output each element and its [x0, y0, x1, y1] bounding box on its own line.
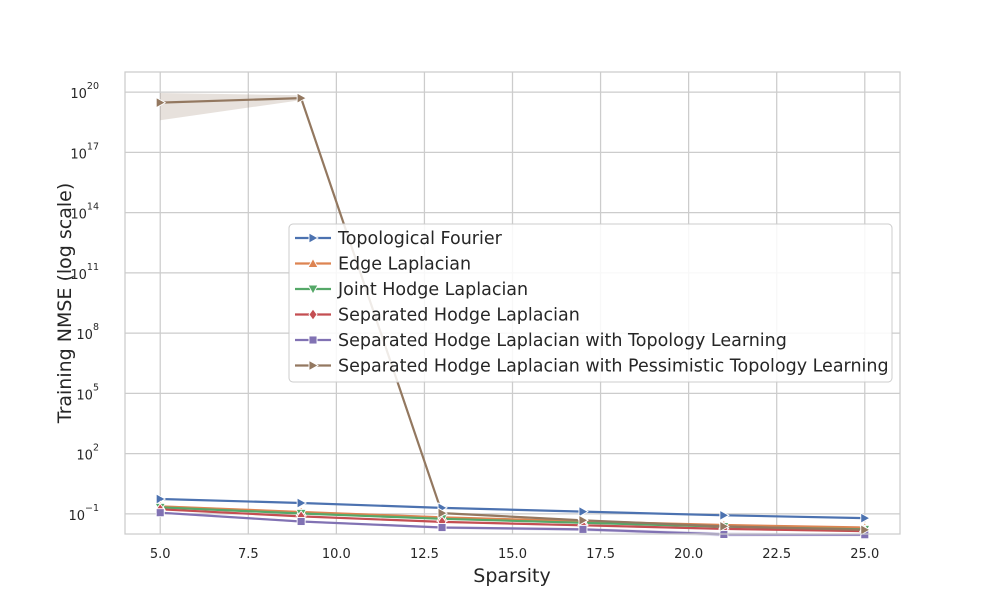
y-tick-label: 105 [76, 382, 99, 403]
legend: Topological Fourier Edge Laplacian Joint H… [288, 223, 893, 383]
data-point [437, 523, 447, 532]
data-point [296, 92, 308, 104]
y-tick-label: 102 [76, 443, 99, 464]
series-line [160, 497, 865, 520]
legend-swatch-marker [307, 257, 319, 268]
data-point [719, 509, 730, 522]
y-tick-base: 10 [70, 268, 87, 283]
legend-entry-label: Joint Hodge Laplacian [337, 280, 528, 300]
legend-box [288, 223, 893, 383]
y-tick-label: 1017 [70, 141, 99, 162]
data-point [578, 514, 589, 527]
y-tick-base: 10 [70, 208, 87, 223]
data-point [860, 524, 871, 536]
y-tick-exponent: 5 [93, 382, 99, 393]
data-point [155, 96, 167, 109]
x-tick-label: 17.5 [586, 547, 615, 562]
x-axis-label: Sparsity [473, 565, 550, 587]
y-tick-exponent: 8 [93, 322, 99, 333]
y-tick-base: 10 [76, 328, 93, 343]
y-tick-base: 10 [68, 509, 85, 524]
series-line [160, 505, 865, 529]
plot-frame [124, 71, 901, 535]
series-markers [154, 92, 871, 540]
legend-entry-label: Separated Hodge Laplacian [338, 306, 580, 326]
legend-entry-label: Separated Hodge Laplacian with Pessimist… [338, 357, 889, 377]
y-tick-base: 10 [76, 449, 93, 464]
x-tick-label: 22.5 [762, 547, 791, 562]
legend-swatch-marker [308, 308, 318, 321]
y-tick-label: 1020 [70, 81, 99, 102]
y-tick-exponent: 2 [93, 443, 99, 454]
x-tick-label: 5.0 [150, 547, 171, 562]
legend-entry-label: Edge Laplacian [338, 255, 471, 275]
x-tick-label: 20.0 [674, 547, 703, 562]
y-tick-label: 10−1 [68, 503, 99, 524]
y-tick-base: 10 [70, 147, 87, 162]
legend-swatch-marker [308, 359, 319, 372]
data-point [860, 512, 871, 524]
x-tick-label: 7.5 [238, 547, 259, 562]
y-tick-exponent: 17 [87, 141, 99, 152]
data-point [578, 505, 589, 518]
y-tick-label: 1014 [70, 202, 99, 223]
y-axis-label: Training NMSE (log scale) [54, 183, 76, 425]
series-line [160, 96, 865, 531]
data-point [578, 524, 588, 534]
y-tick-exponent: 14 [87, 202, 99, 213]
series-lines [160, 96, 865, 536]
legend-entry-label: Topological Fourier [337, 229, 503, 249]
data-point [719, 520, 730, 533]
y-tick-exponent: −1 [85, 503, 99, 514]
x-tick-label: 15.0 [498, 547, 527, 562]
x-tick-label: 12.5 [410, 547, 439, 562]
y-tick-label: 1011 [70, 262, 99, 283]
legend-swatch-marker [308, 232, 319, 244]
legend-swatch-marker [308, 335, 318, 345]
legend-entry-label: Separated Hodge Laplacian with Topology … [338, 331, 787, 351]
x-tick-label: 10.0 [322, 547, 351, 562]
y-tick-base: 10 [70, 87, 87, 102]
data-point [296, 517, 306, 526]
series-line [160, 508, 865, 533]
x-tick-labels: 5.0 7.5 10.0 12.5 15.0 17.5 20.0 22.5 25.0 [150, 547, 879, 562]
data-point [155, 508, 165, 518]
y-tick-exponent: 20 [87, 81, 99, 92]
x-tick-label: 25.0 [850, 547, 879, 562]
y-tick-exponent: 11 [87, 262, 99, 273]
y-tick-base: 10 [76, 388, 93, 403]
data-point [296, 497, 308, 509]
data-point [437, 507, 448, 519]
legend-swatch-marker [307, 284, 319, 295]
y-tick-label: 108 [76, 322, 99, 343]
